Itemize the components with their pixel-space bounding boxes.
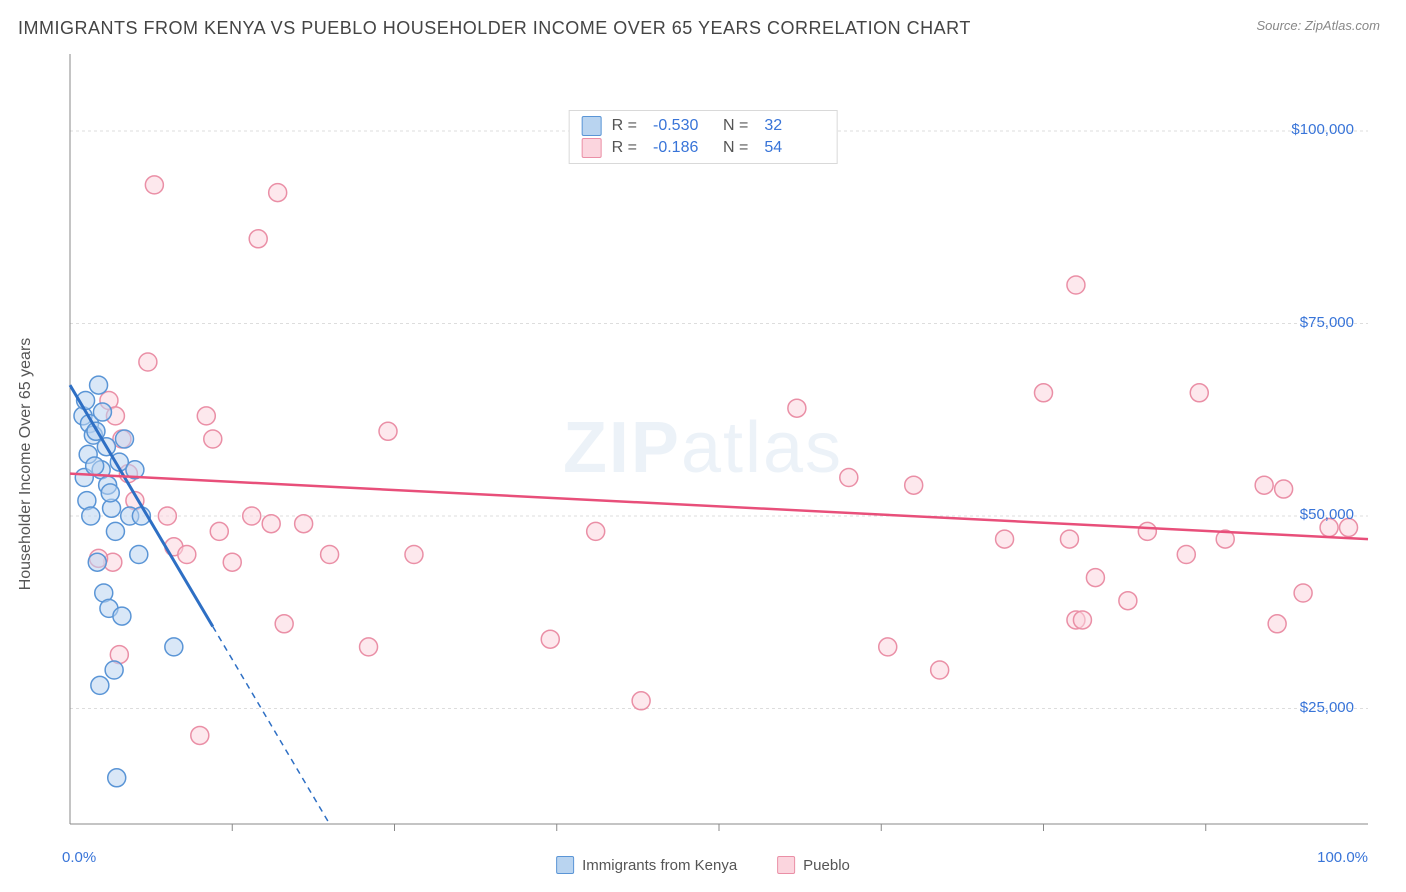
- source-name: ZipAtlas.com: [1305, 18, 1380, 33]
- chart-container: Householder Income Over 65 years ZIPatla…: [18, 54, 1388, 874]
- legend-bottom: Immigrants from Kenya Pueblo: [556, 856, 850, 874]
- y-axis-label: Householder Income Over 65 years: [17, 338, 35, 591]
- n-label-2: N =: [723, 139, 748, 157]
- legend-color-1: [556, 856, 574, 874]
- stats-legend: R = -0.530 N = 32 R = -0.186 N = 54: [569, 110, 838, 164]
- legend-label-1: Immigrants from Kenya: [582, 857, 737, 874]
- r-value-2: -0.186: [653, 139, 713, 157]
- scatter-plot: [18, 54, 1388, 874]
- stats-row-series2: R = -0.186 N = 54: [582, 137, 825, 159]
- y-tick-label: $25,000: [1300, 699, 1354, 716]
- legend-item-1: Immigrants from Kenya: [556, 856, 737, 874]
- x-min-label: 0.0%: [62, 849, 96, 866]
- legend-label-2: Pueblo: [803, 857, 850, 874]
- r-label-2: R =: [612, 139, 637, 157]
- n-value-1: 32: [764, 117, 824, 135]
- r-label-1: R =: [612, 117, 637, 135]
- legend-color-2: [777, 856, 795, 874]
- y-tick-label: $75,000: [1300, 314, 1354, 331]
- n-label-1: N =: [723, 117, 748, 135]
- r-value-1: -0.530: [653, 117, 713, 135]
- chart-title: IMMIGRANTS FROM KENYA VS PUEBLO HOUSEHOL…: [18, 18, 971, 39]
- legend-item-2: Pueblo: [777, 856, 850, 874]
- stats-row-series1: R = -0.530 N = 32: [582, 115, 825, 137]
- legend-swatch-1: [582, 116, 602, 136]
- source-attribution: Source: ZipAtlas.com: [1256, 18, 1380, 33]
- x-max-label: 100.0%: [1317, 849, 1368, 866]
- source-prefix: Source:: [1256, 18, 1304, 33]
- y-tick-label: $50,000: [1300, 506, 1354, 523]
- y-tick-label: $100,000: [1291, 121, 1354, 138]
- legend-swatch-2: [582, 138, 602, 158]
- n-value-2: 54: [764, 139, 824, 157]
